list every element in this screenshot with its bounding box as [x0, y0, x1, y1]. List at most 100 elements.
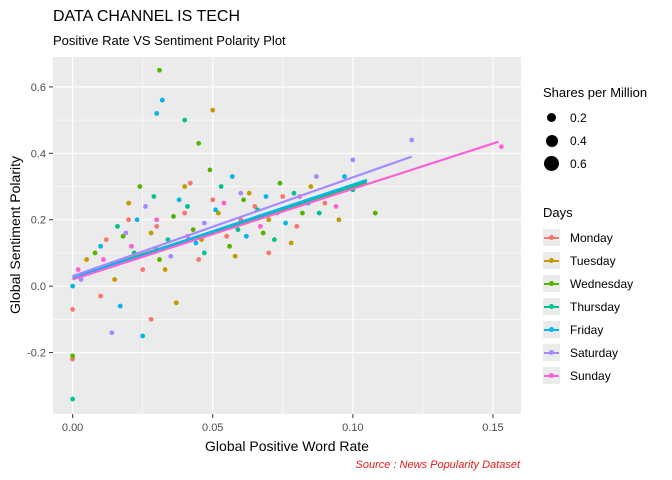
data-point	[280, 194, 286, 199]
data-point	[148, 316, 154, 322]
data-point	[201, 250, 207, 256]
color-legend-item: Tuesday	[543, 249, 633, 272]
y-tick-label: 0.0	[31, 281, 46, 293]
color-legend-item: Monday	[543, 226, 633, 249]
chart-subtitle: Positive Rate VS Sentiment Polarity Plot	[53, 33, 286, 48]
data-point	[235, 227, 241, 233]
y-axis-ticks: -0.2 0.0 0.2 0.4 0.6	[27, 82, 53, 360]
data-point	[162, 267, 168, 272]
color-legend-label: Friday	[570, 322, 604, 337]
data-point	[308, 184, 314, 189]
size-legend-label: 0.2	[570, 110, 587, 125]
data-point	[126, 217, 132, 223]
data-point	[221, 200, 227, 206]
data-point	[294, 223, 300, 229]
data-point	[182, 210, 188, 216]
data-point	[171, 214, 176, 219]
data-point	[120, 233, 126, 239]
size-legend-title: Shares per Million	[543, 85, 648, 100]
legend-key-icon	[543, 344, 560, 361]
color-legend-item: Friday	[543, 318, 633, 341]
legend-key-icon	[543, 229, 560, 246]
x-axis-ticks: 0.00 0.05 0.10 0.15	[62, 414, 504, 434]
color-legend-label: Thursday	[570, 299, 621, 314]
data-point	[112, 277, 118, 282]
data-point	[409, 137, 415, 143]
size-legend-item: 0.2	[543, 106, 647, 129]
color-legend-item: Thursday	[543, 295, 633, 318]
data-point	[157, 257, 162, 262]
color-legend-label: Wednesday	[570, 276, 634, 291]
chart-title: DATA CHANNEL IS TECH	[53, 8, 240, 25]
data-point	[238, 190, 244, 196]
data-point	[218, 184, 224, 189]
data-point	[70, 283, 76, 289]
color-legend-label: Saturday	[570, 345, 619, 360]
size-legend: Shares per Million 0.2 0.4 0.6	[543, 85, 647, 175]
legend-key-icon	[543, 252, 560, 269]
data-point	[207, 167, 213, 173]
x-tick-label: 0.00	[62, 422, 83, 434]
source-caption: Source : News Popularity Dataset	[355, 459, 520, 471]
y-tick-label: -0.2	[27, 348, 46, 360]
data-point	[126, 200, 132, 206]
legend-key-icon	[543, 275, 560, 292]
legend-key-icon	[543, 298, 560, 315]
size-dot-icon	[544, 156, 559, 171]
data-point	[140, 267, 146, 272]
data-point	[333, 204, 339, 209]
legend-key-icon	[543, 321, 560, 338]
size-dot-icon	[545, 134, 558, 147]
data-point	[252, 204, 258, 209]
data-point	[115, 223, 120, 229]
data-point	[213, 207, 218, 213]
y-tick-label: 0.4	[31, 148, 46, 160]
data-point	[190, 227, 196, 233]
data-point	[277, 180, 283, 186]
data-point	[129, 243, 134, 249]
data-point	[246, 190, 252, 196]
trend-line	[72, 178, 368, 279]
data-point	[137, 184, 143, 189]
data-point	[154, 223, 160, 229]
data-point	[193, 240, 199, 246]
data-point	[201, 220, 207, 226]
data-point	[210, 107, 216, 113]
data-point	[210, 197, 216, 203]
data-point	[227, 243, 232, 249]
data-point	[70, 356, 76, 362]
size-legend-item: 0.6	[543, 152, 647, 175]
data-point	[342, 174, 347, 179]
size-legend-label: 0.4	[570, 133, 587, 148]
data-point	[322, 200, 328, 206]
color-legend-label: Monday	[570, 230, 613, 245]
plot-panel	[53, 57, 521, 414]
data-point	[260, 230, 266, 236]
data-point	[215, 210, 221, 216]
color-legend: Days Monday Tuesday Wednesday Thursday Frida…	[543, 205, 633, 387]
color-legend-label: Sunday	[570, 368, 611, 383]
data-point	[173, 300, 179, 306]
x-tick-label: 0.15	[482, 422, 503, 434]
color-legend-item: Saturday	[543, 341, 633, 364]
data-point	[103, 237, 109, 243]
data-point	[263, 194, 269, 199]
data-point	[70, 306, 76, 312]
data-point	[98, 293, 104, 299]
trend-line	[72, 140, 499, 281]
grid	[53, 57, 521, 414]
data-point	[372, 210, 378, 216]
data-point	[498, 144, 504, 150]
data-point	[187, 180, 193, 186]
data-point	[140, 333, 146, 339]
data-point	[176, 197, 182, 203]
data-point	[350, 157, 356, 163]
data-point	[84, 257, 90, 262]
data-point	[243, 233, 249, 239]
x-axis-label: Global Positive Word Rate	[205, 438, 369, 454]
color-legend-item: Sunday	[543, 364, 633, 387]
data-point	[232, 253, 238, 259]
data-point	[288, 240, 294, 246]
size-legend-label: 0.6	[570, 156, 587, 171]
y-tick-label: 0.6	[31, 82, 46, 94]
